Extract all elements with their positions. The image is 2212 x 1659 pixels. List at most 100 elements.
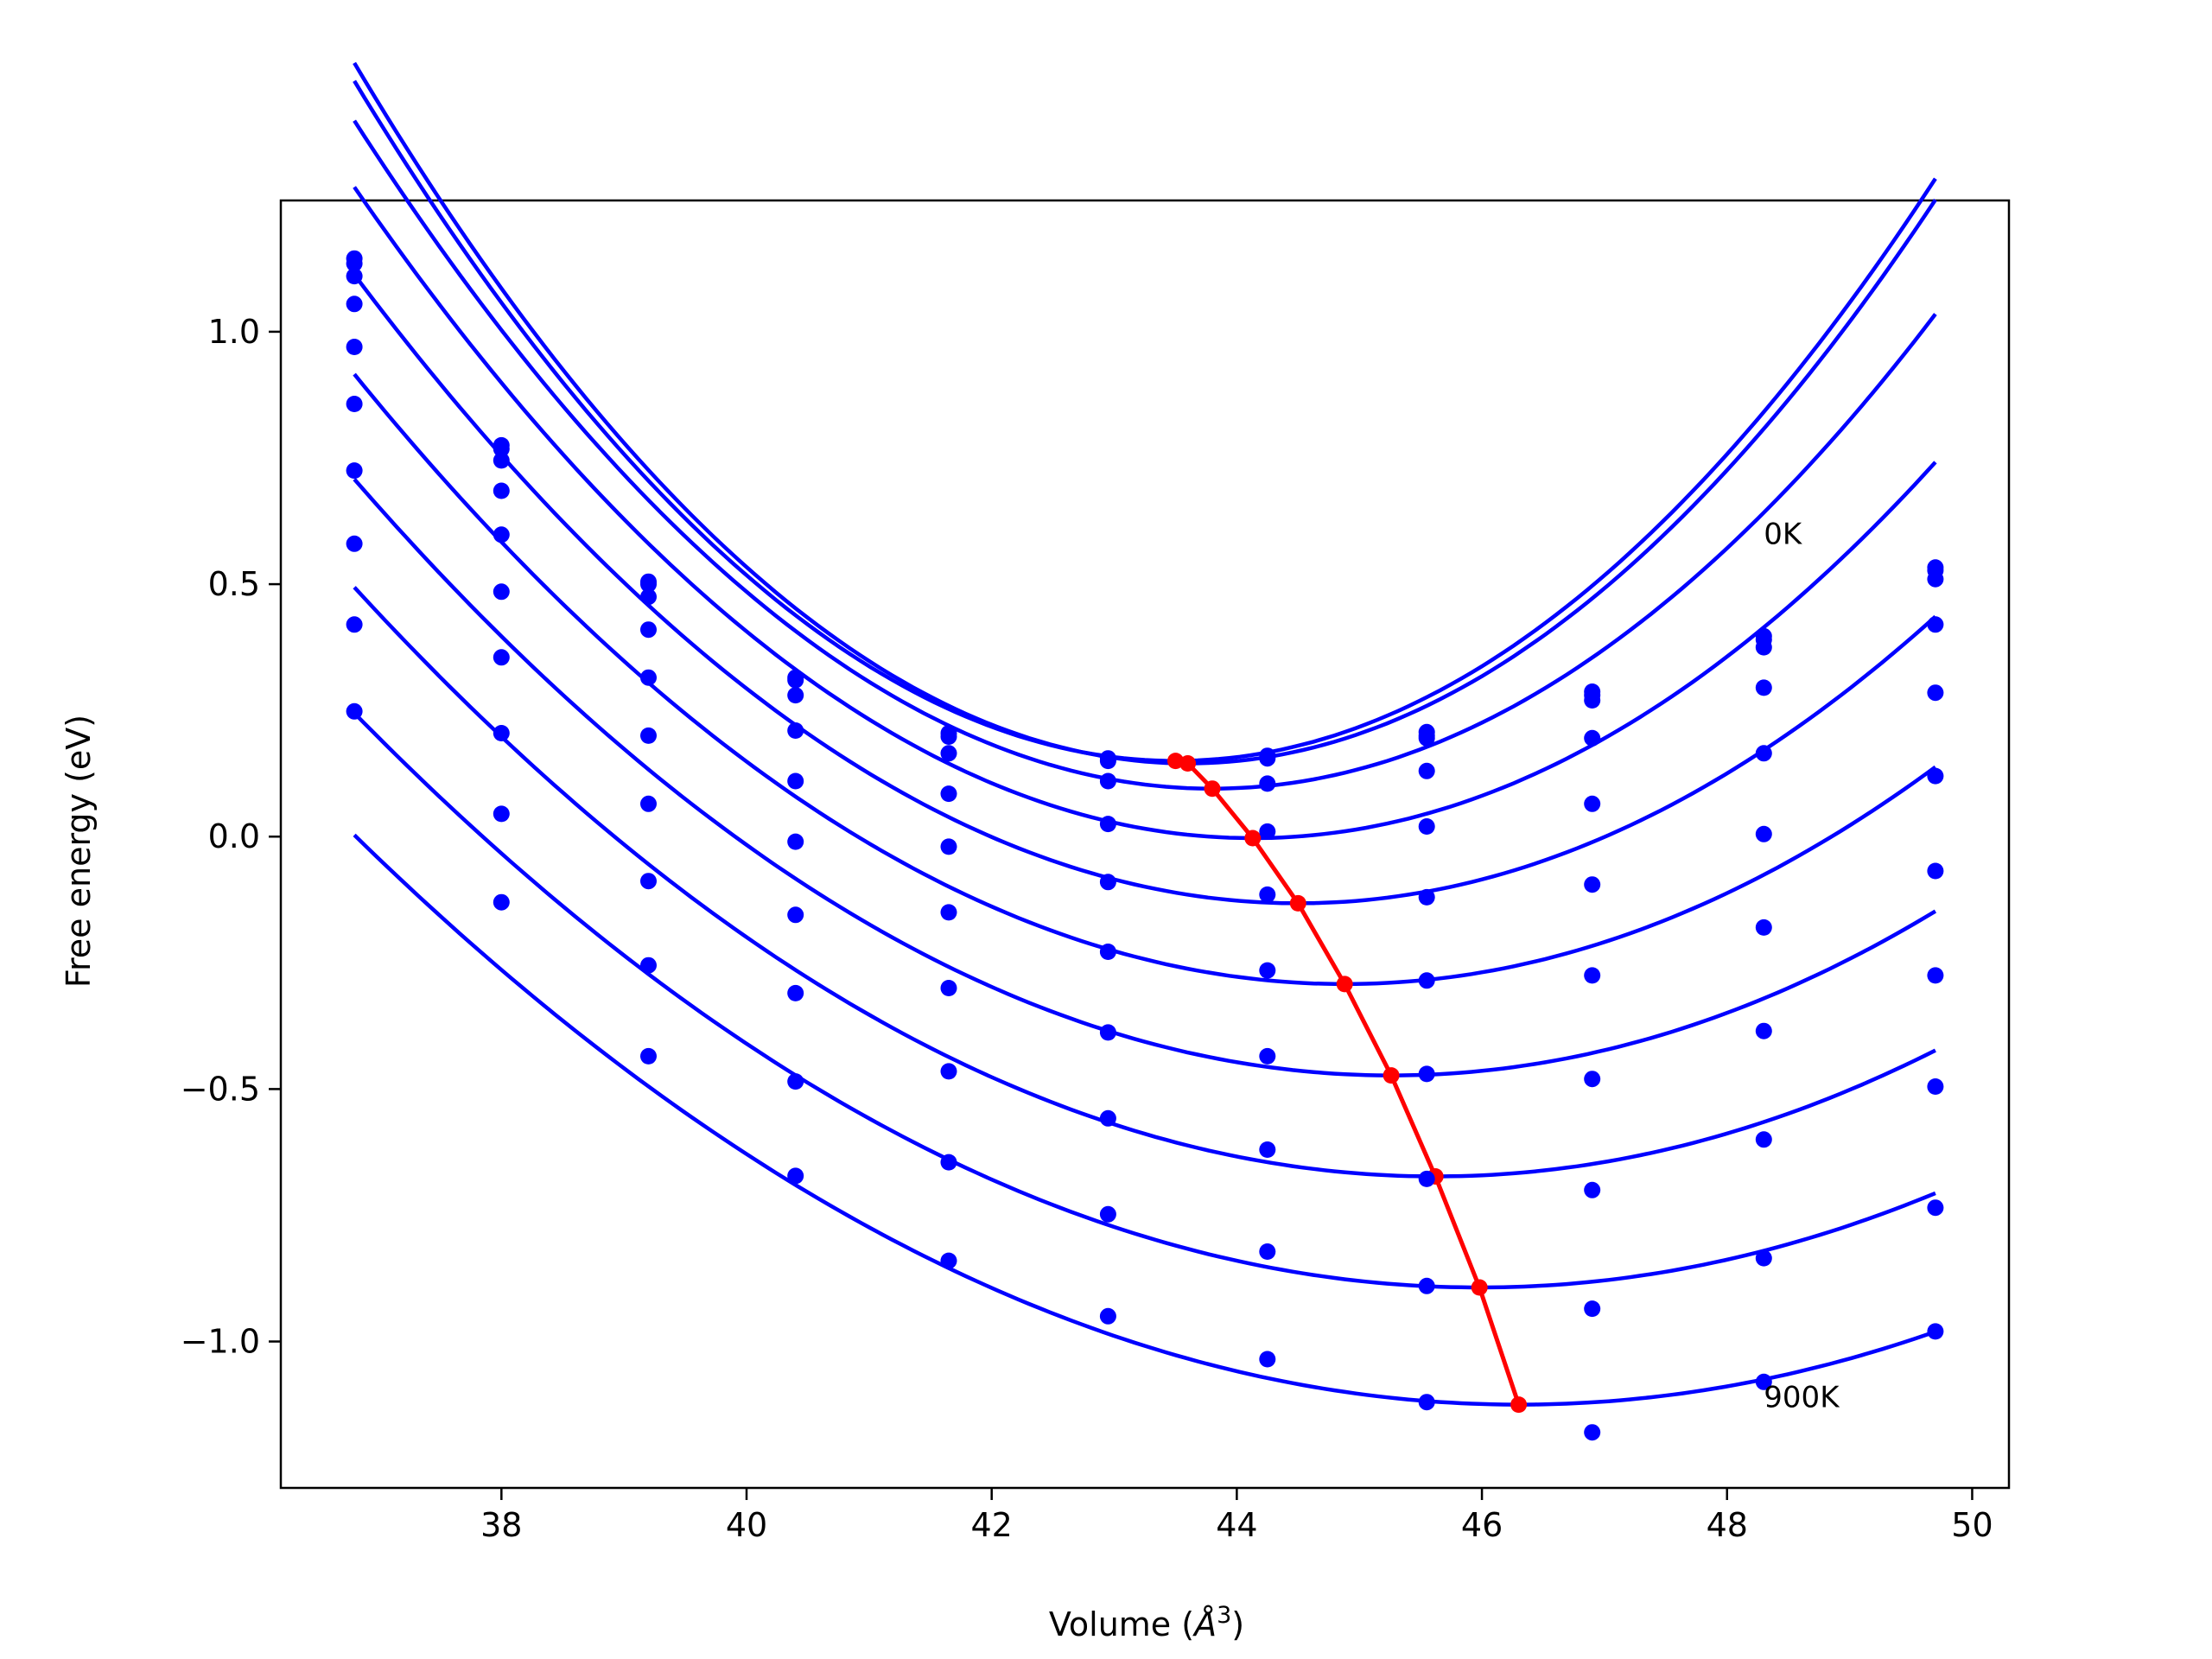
temperature-annotations: 0K 900K bbox=[1764, 517, 1840, 1414]
minima-path bbox=[1174, 759, 1521, 1406]
data-point bbox=[1418, 1065, 1435, 1083]
data-point bbox=[1927, 616, 1944, 633]
fit-curve-6 bbox=[353, 478, 1937, 1077]
data-point bbox=[1755, 1373, 1772, 1390]
fit-curve-9 bbox=[353, 833, 1936, 1407]
fit-curve-4 bbox=[353, 273, 1937, 906]
fit-curve-5 bbox=[353, 372, 1937, 987]
minimum-point bbox=[1336, 976, 1353, 993]
data-point bbox=[1927, 684, 1944, 702]
data-point bbox=[787, 671, 804, 689]
data-point bbox=[1584, 692, 1601, 709]
data-point bbox=[1584, 1300, 1601, 1318]
data-point bbox=[1584, 1071, 1601, 1088]
data-point bbox=[346, 396, 363, 412]
data-point bbox=[787, 772, 804, 790]
data-point bbox=[1099, 1109, 1116, 1127]
data-point bbox=[346, 339, 363, 355]
data-point bbox=[1259, 1047, 1276, 1065]
data-point bbox=[493, 452, 510, 469]
data-point bbox=[346, 268, 363, 285]
data-point bbox=[787, 833, 804, 850]
data-point bbox=[1584, 1181, 1601, 1198]
data-point bbox=[346, 462, 363, 480]
data-point bbox=[640, 575, 657, 593]
data-point bbox=[1927, 767, 1944, 785]
data-point bbox=[1099, 1307, 1116, 1325]
fit-curve-2 bbox=[353, 119, 1937, 791]
minimum-point bbox=[1167, 753, 1184, 770]
data-point bbox=[1755, 1131, 1772, 1148]
minimum-point bbox=[1471, 1279, 1488, 1296]
data-point bbox=[493, 482, 510, 499]
data-point bbox=[940, 1154, 957, 1171]
data-point bbox=[1927, 570, 1944, 588]
data-point bbox=[1418, 818, 1435, 835]
minimum-point bbox=[1382, 1067, 1400, 1084]
data-point bbox=[1584, 729, 1601, 747]
data-point bbox=[1418, 729, 1435, 747]
data-points bbox=[346, 250, 1944, 1441]
x-tick-label: 50 bbox=[1951, 1506, 1993, 1544]
minimum-point bbox=[1179, 755, 1197, 772]
data-point bbox=[1418, 762, 1435, 779]
plot-frame bbox=[279, 199, 2011, 1490]
data-point bbox=[1755, 1022, 1772, 1039]
x-axis-ticks: 38 40 42 44 46 48 50 bbox=[480, 1488, 1993, 1544]
x-tick-label: 38 bbox=[480, 1506, 522, 1544]
data-point bbox=[1418, 1170, 1435, 1187]
data-point bbox=[940, 980, 957, 996]
data-point bbox=[1259, 962, 1276, 979]
y-tick-label: 0.5 bbox=[208, 565, 260, 603]
data-point bbox=[640, 957, 657, 974]
data-point bbox=[346, 616, 363, 633]
data-point bbox=[1584, 876, 1601, 893]
data-point bbox=[787, 722, 804, 739]
data-point bbox=[1099, 1024, 1116, 1041]
data-point bbox=[940, 1063, 957, 1080]
fit-curve-1 bbox=[353, 61, 1937, 766]
data-point bbox=[493, 583, 510, 601]
data-point bbox=[640, 795, 657, 812]
data-point bbox=[1099, 1205, 1116, 1223]
data-point bbox=[1755, 745, 1772, 762]
data-point bbox=[1099, 944, 1116, 960]
data-point bbox=[940, 904, 957, 921]
data-point bbox=[1259, 1141, 1276, 1158]
data-point bbox=[493, 725, 510, 741]
data-point bbox=[1418, 1277, 1435, 1294]
data-point bbox=[1259, 1243, 1276, 1260]
data-point bbox=[346, 702, 363, 720]
data-point bbox=[1418, 1394, 1435, 1411]
minimum-point bbox=[1244, 830, 1262, 847]
data-point bbox=[1927, 967, 1944, 984]
data-point bbox=[1099, 874, 1116, 891]
x-tick-label: 42 bbox=[971, 1506, 1013, 1544]
data-point bbox=[1418, 972, 1435, 989]
fit-curve-7 bbox=[353, 586, 1936, 1179]
temperature-annotation: 0K bbox=[1764, 517, 1803, 551]
temperature-annotation: 900K bbox=[1764, 1381, 1840, 1415]
data-point bbox=[1584, 1424, 1601, 1441]
minimum-point bbox=[1289, 894, 1306, 912]
data-point bbox=[1418, 888, 1435, 906]
data-point bbox=[787, 906, 804, 924]
fit-curves bbox=[353, 61, 1937, 1407]
data-point bbox=[346, 296, 363, 313]
data-point bbox=[1755, 918, 1772, 936]
x-tick-label: 40 bbox=[726, 1506, 767, 1544]
data-point bbox=[346, 255, 363, 272]
data-point bbox=[1099, 816, 1116, 833]
data-point bbox=[787, 1073, 804, 1090]
data-point bbox=[1927, 1323, 1944, 1340]
data-point bbox=[346, 535, 363, 552]
data-point bbox=[493, 805, 510, 823]
data-point bbox=[1584, 795, 1601, 812]
data-point bbox=[1755, 825, 1772, 842]
data-point bbox=[940, 728, 957, 745]
x-tick-label: 44 bbox=[1216, 1506, 1257, 1544]
data-point bbox=[940, 838, 957, 855]
data-point bbox=[787, 1167, 804, 1185]
minimum-point bbox=[1204, 780, 1221, 798]
